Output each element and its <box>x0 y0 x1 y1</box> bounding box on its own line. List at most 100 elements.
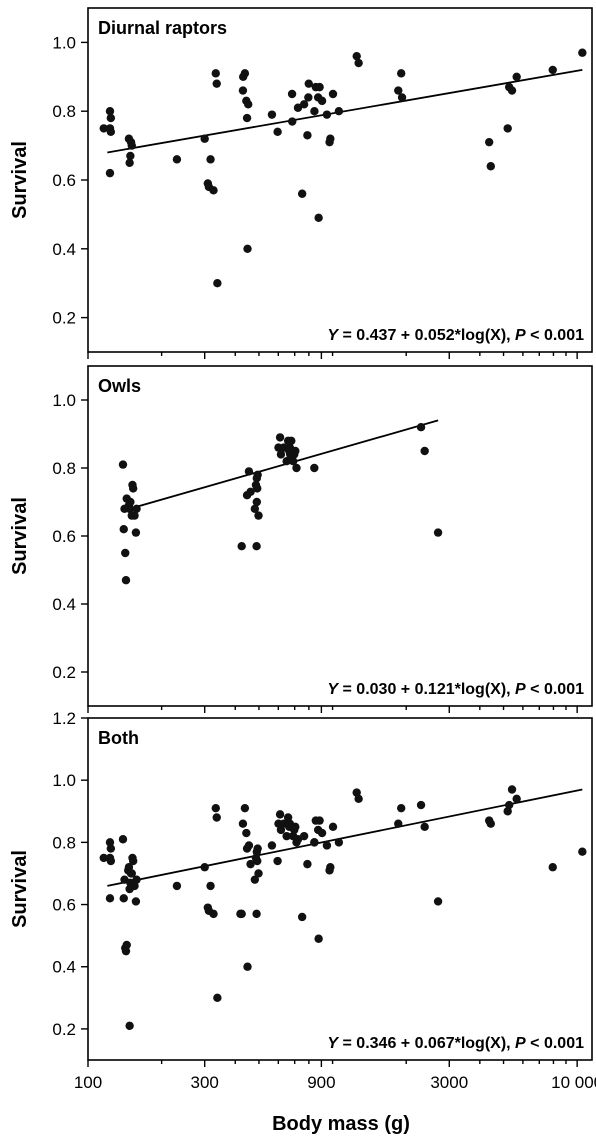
data-point <box>484 137 494 147</box>
data-point <box>206 155 215 164</box>
data-point <box>486 162 495 171</box>
data-point <box>288 117 297 126</box>
equation-part: P <box>515 327 526 344</box>
data-point <box>328 89 338 99</box>
equation-part: Y <box>327 327 339 344</box>
data-point <box>273 856 282 866</box>
data-point <box>253 484 262 493</box>
data-point <box>315 816 324 825</box>
data-point <box>304 79 313 88</box>
panel-title: Diurnal raptors <box>98 18 227 38</box>
data-point <box>334 838 344 847</box>
data-point <box>132 504 141 513</box>
data-point <box>291 822 300 832</box>
data-point <box>548 65 557 75</box>
data-point <box>397 93 407 102</box>
data-point <box>507 785 517 794</box>
data-point <box>416 423 426 432</box>
data-point <box>299 831 309 841</box>
equation-part: P <box>515 681 526 698</box>
panel-frame <box>87 365 593 707</box>
data-point <box>172 881 182 891</box>
data-point <box>209 909 218 919</box>
data-point <box>291 446 300 456</box>
data-point <box>246 859 255 869</box>
data-point <box>287 89 297 99</box>
data-point <box>433 528 443 537</box>
data-point <box>132 875 141 884</box>
data-point <box>322 841 332 850</box>
data-point <box>106 844 116 853</box>
data-point <box>394 86 403 95</box>
data-point <box>118 835 128 844</box>
data-point <box>275 433 285 442</box>
data-point <box>267 841 277 850</box>
data-point <box>99 124 108 133</box>
y-tick-label: 0.4 <box>52 240 76 259</box>
data-point <box>273 127 282 137</box>
y-tick-label: 0.6 <box>52 171 76 190</box>
data-point <box>314 213 323 223</box>
panels-group: 0.2 0.4 0.6 0.8 1.0 Survival Diurnal raptors Y … <box>9 7 593 1067</box>
equation-part: < 0.001 <box>526 327 584 344</box>
equation-part: Y <box>327 1035 339 1052</box>
data-point <box>317 828 327 838</box>
x-tick-label: 300 <box>191 1073 219 1092</box>
y-tick-label: 0.2 <box>52 663 76 682</box>
data-point <box>128 484 138 493</box>
data-point <box>244 467 254 476</box>
x-axis-tick-labels-group: 100 300 900 3000 10 000 <box>74 1073 596 1092</box>
y-axis-label: Survival <box>9 850 31 928</box>
data-point <box>125 504 134 513</box>
data-point <box>127 869 136 878</box>
data-point <box>314 934 323 943</box>
data-point <box>416 800 426 810</box>
data-point <box>121 946 131 956</box>
equation-part: < 0.001 <box>526 1035 584 1052</box>
data-point <box>548 863 557 872</box>
data-point <box>105 838 115 847</box>
data-point <box>172 155 182 164</box>
data-point <box>433 897 443 906</box>
data-point <box>212 813 221 822</box>
data-point <box>250 504 260 513</box>
equation-part: P <box>515 1035 526 1052</box>
data-point <box>121 576 131 585</box>
data-point <box>213 279 222 288</box>
data-point <box>275 810 285 819</box>
data-point <box>252 909 261 919</box>
data-point <box>503 124 512 133</box>
data-point <box>420 446 429 456</box>
data-point <box>326 863 335 872</box>
data-point <box>106 113 116 123</box>
data-point <box>287 436 296 445</box>
data-point <box>126 151 135 161</box>
data-point <box>276 450 286 459</box>
data-point <box>334 107 344 116</box>
data-point <box>267 110 277 119</box>
regression-line <box>107 69 583 154</box>
y-tick-label: 0.2 <box>52 1020 76 1039</box>
panel-3: 0.2 0.4 0.6 0.8 1.0 1.2 Survival Both Y = 0.346 … <box>9 709 593 1067</box>
data-point <box>292 463 301 473</box>
data-point <box>200 134 209 143</box>
panel-1: 0.2 0.4 0.6 0.8 1.0 Survival Diurnal raptors Y … <box>9 7 593 359</box>
equation-part: = 0.030 + 0.121*log(X), <box>338 681 515 698</box>
data-point <box>105 168 115 178</box>
data-point <box>299 100 309 109</box>
data-point <box>106 127 116 137</box>
y-axis-label: Survival <box>9 497 31 575</box>
data-point <box>126 497 135 507</box>
data-point <box>246 487 255 496</box>
data-point <box>250 875 260 884</box>
data-point <box>105 107 115 116</box>
y-tick-label: 0.2 <box>52 309 76 328</box>
data-point <box>304 93 313 102</box>
data-point <box>293 103 303 112</box>
data-point <box>119 525 128 534</box>
data-point <box>397 69 406 78</box>
data-point <box>326 134 335 143</box>
data-point <box>211 803 220 813</box>
y-tick-label: 0.4 <box>52 595 76 614</box>
